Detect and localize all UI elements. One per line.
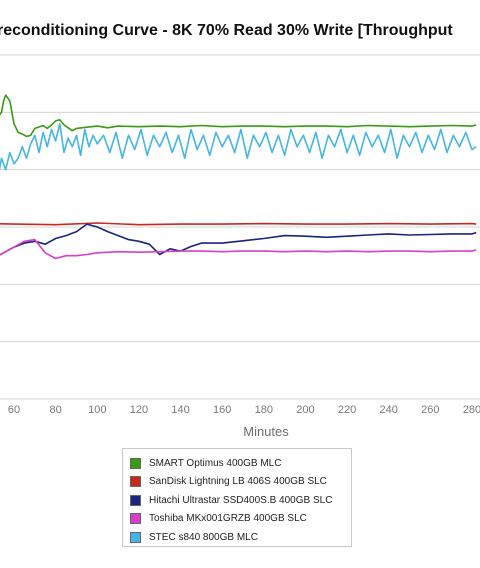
series-line-5 [0, 123, 477, 171]
x-tick-label: 140 [171, 404, 189, 416]
x-tick-label: 280 [463, 404, 480, 416]
legend: SMART Optimus 400GB MLC SanDisk Lightning… [122, 448, 352, 547]
series-line-2 [0, 222, 477, 226]
series-line-3 [0, 223, 477, 256]
x-tick-label: 160 [213, 404, 231, 416]
legend-label: STEC s840 800GB MLC [149, 531, 258, 543]
x-tick-label: 260 [421, 404, 439, 416]
x-tick-label: 240 [380, 404, 398, 416]
legend-swatch [130, 531, 141, 543]
legend-label: Toshiba MKx001GRZB 400GB SLC [149, 513, 307, 525]
chart-title: reconditioning Curve - 8K 70% Read 30% W… [0, 22, 453, 39]
x-tick-label: 100 [88, 404, 106, 416]
legend-swatch [130, 494, 141, 506]
legend-label: SMART Optimus 400GB MLC [149, 457, 282, 469]
x-tick-label: 220 [338, 404, 356, 416]
legend-label: Hitachi Ultrastar SSD400S.B 400GB SLC [149, 494, 333, 506]
x-tick-label: 180 [255, 404, 273, 416]
x-tick-label: 60 [8, 404, 20, 416]
legend-item: Hitachi Ultrastar SSD400S.B 400GB SLC [130, 491, 351, 510]
series-lines [0, 94, 477, 260]
legend-label: SanDisk Lightning LB 406S 400GB SLC [149, 476, 327, 488]
x-tick-label: 120 [130, 404, 148, 416]
legend-item: SMART Optimus 400GB MLC [130, 454, 351, 473]
legend-swatch [130, 476, 141, 488]
legend-swatch [130, 457, 141, 469]
legend-swatch [130, 513, 141, 525]
x-tick-label: 200 [296, 404, 314, 416]
series-line-4 [0, 238, 477, 260]
grid-lines [0, 54, 480, 400]
legend-item: Toshiba MKx001GRZB 400GB SLC [130, 510, 351, 529]
x-axis-label: Minutes [243, 424, 289, 439]
series-line-1 [0, 94, 477, 138]
legend-item: SanDisk Lightning LB 406S 400GB SLC [130, 473, 351, 492]
x-tick-label: 80 [50, 404, 62, 416]
x-tick-labels: 60 80 100 120 140 160 180 200 220 240 260 280 [8, 404, 480, 416]
legend-item: STEC s840 800GB MLC [130, 528, 351, 547]
